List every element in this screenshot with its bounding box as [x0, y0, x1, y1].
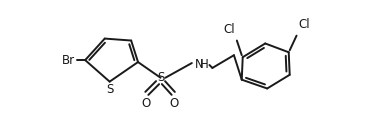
- Text: Cl: Cl: [223, 23, 235, 36]
- Text: O: O: [141, 97, 151, 110]
- Text: H: H: [200, 58, 208, 72]
- Text: S: S: [106, 83, 113, 96]
- Text: Cl: Cl: [299, 18, 310, 31]
- Text: Br: Br: [62, 54, 75, 67]
- Text: N: N: [195, 58, 204, 72]
- Text: S: S: [157, 71, 164, 84]
- Text: O: O: [170, 97, 179, 110]
